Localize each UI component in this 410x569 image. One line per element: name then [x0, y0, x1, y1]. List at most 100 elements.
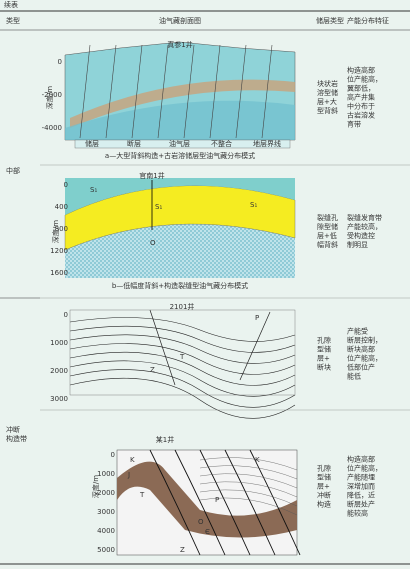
stratum — [199, 489, 298, 507]
depth-tick: 0 — [64, 181, 68, 189]
feature-text: 产能较高， — [347, 222, 382, 231]
column-header: 油气藏剖面图 — [159, 16, 201, 25]
stratum-label: O — [198, 518, 204, 526]
feature-text: 低部位产 — [347, 363, 375, 372]
fault — [224, 449, 276, 556]
reservoir-type: 隙型储 — [317, 222, 338, 231]
figure-caption: a—大型背斜构造+古岩溶储层型油气藏分布模式 — [105, 151, 255, 160]
feature-text: 深增加而 — [347, 482, 375, 491]
reservoir-type: 断块 — [317, 363, 331, 372]
column-header: 产能分布特征 — [347, 16, 389, 25]
fault — [183, 44, 195, 139]
stratum — [199, 473, 298, 489]
depth-tick: 1000 — [50, 339, 68, 347]
feature-text: 制明显 — [347, 240, 368, 249]
feature-text: 断层控制， — [347, 336, 382, 345]
legend-item: 断层 — [127, 139, 141, 148]
feature-text: 构造高部 — [347, 66, 375, 75]
fault — [249, 449, 301, 556]
stratum — [69, 369, 296, 408]
stratum-label: K — [130, 456, 135, 464]
feature-text: 构造高部 — [347, 455, 375, 464]
feature-text: 断块高部 — [347, 345, 375, 354]
fault — [105, 44, 117, 139]
feature-text: 翼部低， — [347, 84, 375, 93]
depth-tick: 800 — [55, 225, 68, 233]
reservoir — [117, 461, 297, 538]
depth-tick: 0 — [64, 311, 68, 319]
stratum-label: Z — [180, 546, 185, 554]
feature-text: 产能受 — [347, 327, 368, 336]
fault — [261, 44, 273, 139]
fault — [199, 449, 251, 556]
legend-box — [74, 139, 291, 149]
feature-text: 中分布于 — [347, 102, 375, 111]
fault — [157, 44, 169, 139]
well-name: 2101井 — [170, 302, 195, 311]
feature-text: 位产能高， — [347, 75, 382, 84]
fault — [174, 449, 226, 556]
row-type: 中部 — [6, 166, 20, 175]
reservoir — [64, 185, 296, 251]
depth-tick: 2000 — [50, 367, 68, 375]
depth-tick: 0 — [111, 451, 115, 459]
stratum-label: T — [139, 491, 145, 499]
row-type: 构造带 — [6, 434, 27, 443]
stratum-label: J — [127, 471, 130, 479]
table-caption: 续表 — [4, 0, 18, 9]
depth-tick: 3000 — [97, 508, 115, 516]
reservoir-type: 层+低 — [317, 231, 337, 240]
oil-band — [70, 79, 295, 128]
fault — [131, 44, 143, 139]
fault — [235, 44, 247, 139]
axis-title: 深度/m — [51, 220, 60, 243]
column-header: 储层类型 — [316, 16, 344, 25]
cap — [65, 178, 295, 215]
legend-item: 地层界线 — [253, 139, 281, 148]
reservoir-type: 型背斜 — [317, 106, 338, 115]
fault — [209, 44, 221, 139]
well-name: 某1井 — [156, 435, 174, 444]
stratum — [69, 334, 296, 364]
depth-tick: 400 — [55, 203, 68, 211]
frame — [69, 309, 296, 396]
reservoir-type: 孔隙 — [317, 464, 331, 473]
stratum-label: T — [179, 353, 185, 361]
feature-text: 能较高 — [347, 509, 368, 518]
depth-tick: 3000 — [50, 395, 68, 403]
stratum-label: Є — [205, 528, 210, 536]
reservoir-type: 型储 — [317, 473, 331, 482]
stratum — [199, 497, 298, 516]
feature-text: 古岩溶发 — [347, 111, 375, 120]
reservoir-type: 冲断 — [317, 491, 331, 500]
axis-title: 深度/m — [91, 475, 100, 498]
reservoir-type: 孔隙 — [317, 336, 331, 345]
well-name: 真参1井 — [167, 40, 192, 49]
reservoir-type: 层+大 — [317, 97, 337, 106]
depth-tick: 5000 — [97, 546, 115, 554]
fault — [149, 449, 201, 556]
stratum-label: K — [255, 456, 260, 464]
depth-tick: -2000 — [42, 91, 62, 99]
depth-tick: 1000 — [97, 470, 115, 478]
feature-text: 裂缝发育带 — [347, 213, 382, 222]
depth-tick: 1600 — [50, 269, 68, 277]
reservoir-type: 块状岩 — [317, 79, 338, 88]
well-name: 官南1井 — [139, 171, 164, 180]
feature-text: 能低 — [347, 372, 361, 381]
stratum — [69, 377, 296, 419]
reservoir-type: 幅背斜 — [317, 240, 338, 249]
feature-text: 育带 — [347, 120, 361, 129]
legend-item: 储层 — [85, 139, 99, 148]
depth-tick: 0 — [58, 58, 62, 66]
reservoir-type: 裂缝孔 — [317, 213, 338, 222]
feature-text: 产能随埋 — [347, 473, 375, 482]
stratum-label: P — [255, 314, 259, 322]
stratum — [69, 325, 296, 353]
depth-tick: 1200 — [50, 247, 68, 255]
fault — [149, 309, 176, 386]
stratum — [69, 360, 296, 397]
legend-item: 油气层 — [169, 139, 190, 148]
legend-item: 不整合 — [211, 139, 232, 148]
